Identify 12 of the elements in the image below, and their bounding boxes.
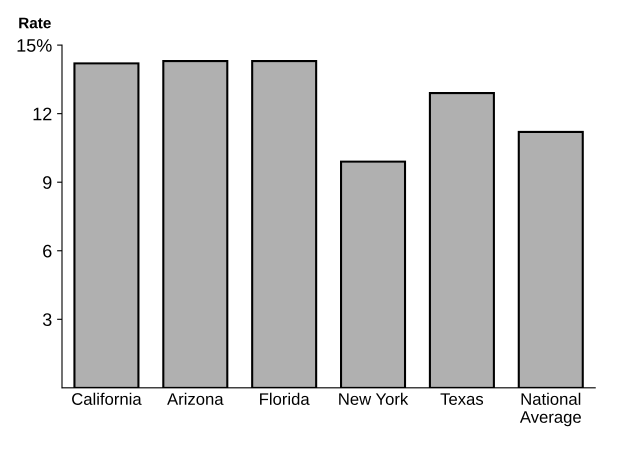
y-axis-title: Rate — [19, 18, 51, 28]
x-tick-label: National Average — [520, 392, 581, 426]
x-tick-label: Arizona — [167, 392, 224, 405]
x-tick-label: Florida — [260, 392, 310, 405]
y-tick-label: 9 — [43, 176, 52, 189]
y-tick-label: 12 — [34, 108, 52, 120]
y-tick-label: 3 — [42, 313, 52, 326]
x-tick-label: New York — [339, 392, 408, 405]
y-tick-label: 6 — [43, 244, 52, 258]
y-tick-label: 15% — [18, 39, 52, 52]
x-tick-label: California — [72, 392, 142, 405]
x-tick-label: Texas — [440, 393, 484, 405]
